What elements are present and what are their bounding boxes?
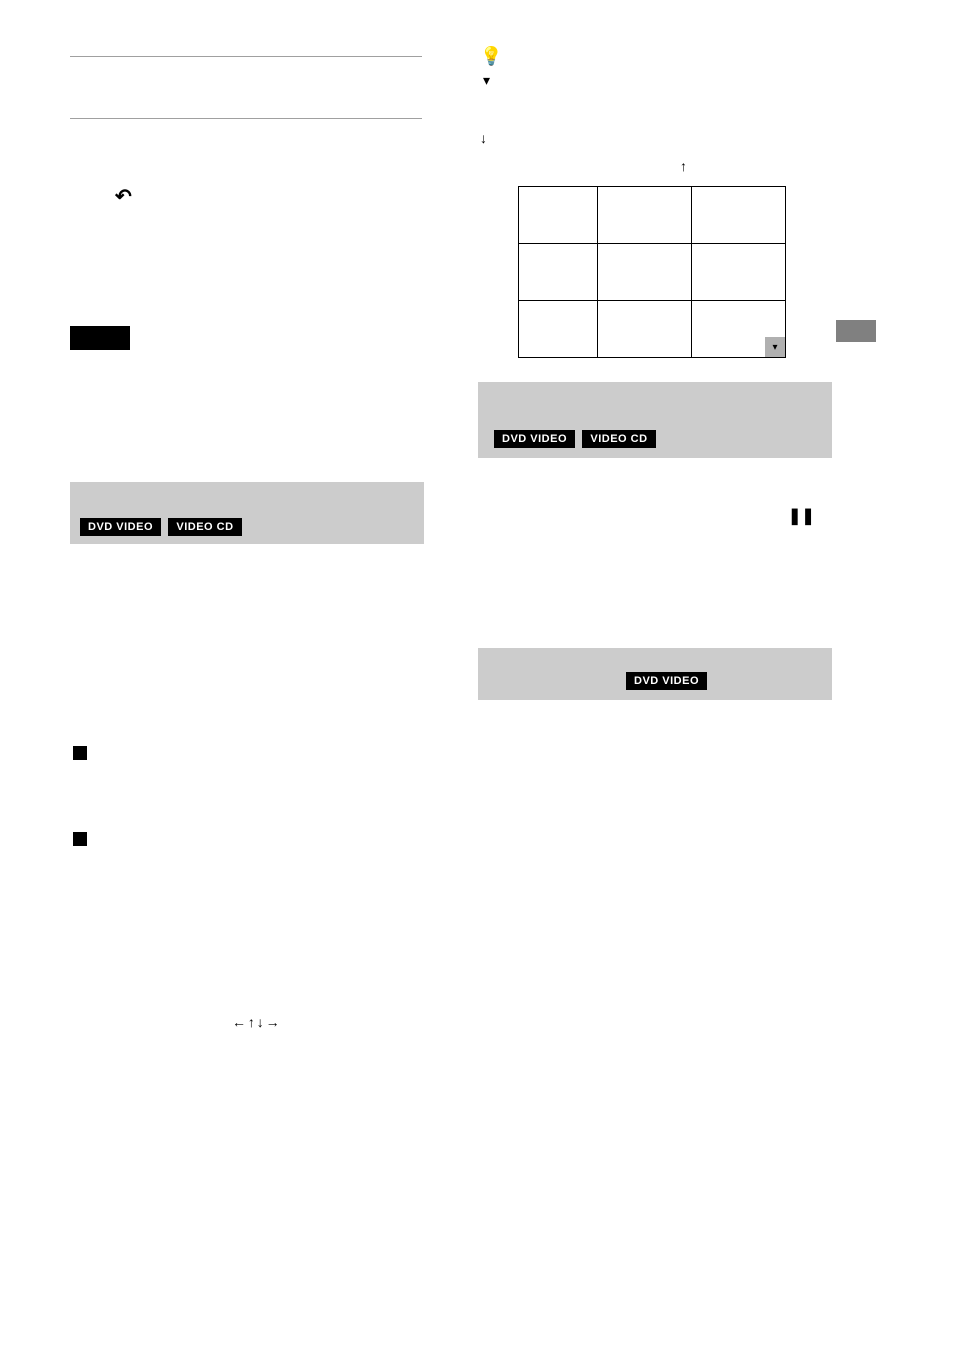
square-bullet-1	[73, 746, 87, 760]
replay-icon: ↶	[115, 184, 132, 209]
table-cell	[692, 187, 785, 243]
video-cd-badge: VIDEO CD	[582, 430, 655, 448]
divider-line-2	[70, 118, 422, 119]
video-cd-badge: VIDEO CD	[168, 518, 241, 536]
up-arrow-icon: ↑	[680, 158, 687, 174]
gray-heading-box-2: DVD VIDEO VIDEO CD	[478, 382, 832, 458]
pause-icon: ❚❚	[788, 506, 815, 526]
gray-heading-box-3: DVD VIDEO	[478, 648, 832, 700]
nav-arrows-icon: ← ↑ ↓ →	[232, 1014, 279, 1030]
table-cell	[519, 187, 598, 243]
data-table: ▾	[518, 186, 786, 358]
table-cell	[692, 244, 785, 300]
table-row	[519, 187, 785, 244]
table-cell	[519, 244, 598, 300]
gray-heading-box-1: DVD VIDEO VIDEO CD	[70, 482, 424, 544]
divider-line-1	[70, 56, 422, 57]
table-cell	[519, 301, 598, 357]
table-cell	[598, 301, 691, 357]
table-row: ▾	[519, 301, 785, 357]
table-row	[519, 244, 785, 301]
side-tab	[836, 320, 876, 342]
dropdown-icon: ▾	[483, 72, 490, 89]
lightbulb-icon: 💡	[480, 46, 502, 67]
table-cell	[598, 187, 691, 243]
table-scroll-down-icon[interactable]: ▾	[765, 337, 785, 357]
dvd-video-badge: DVD VIDEO	[80, 518, 161, 536]
square-bullet-2	[73, 832, 87, 846]
dvd-video-badge: DVD VIDEO	[626, 672, 707, 690]
table-cell: ▾	[692, 301, 785, 357]
black-label-bar	[70, 326, 130, 350]
table-cell	[598, 244, 691, 300]
dvd-video-badge: DVD VIDEO	[494, 430, 575, 448]
down-arrow-icon: ↓	[480, 130, 487, 146]
